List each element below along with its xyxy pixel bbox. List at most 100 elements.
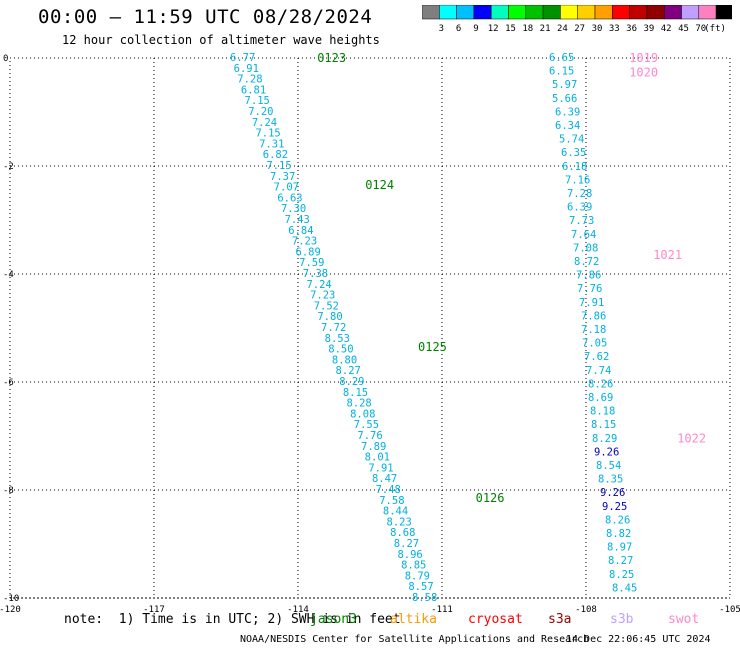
legend-s3b: s3b: [610, 612, 634, 627]
y-tick-label: -4: [3, 270, 14, 280]
colorbar-tick-label: 45: [678, 24, 689, 34]
x-tick-label: -105: [719, 605, 740, 615]
jason3-swh-value: 8.58: [412, 592, 437, 604]
plot-frame: [9, 57, 731, 599]
jason3-swh-value: 7.15: [266, 160, 291, 172]
jason3-swh-value: 8.23: [387, 516, 412, 528]
legend-s3a: s3a: [548, 612, 572, 627]
chart-title: 00:00 – 11:59 UTC 08/28/2024: [38, 6, 373, 28]
jason3-swh-value: 8.79: [405, 570, 430, 582]
jason3-swh-value: 7.15: [255, 128, 280, 140]
jason3-time-label: 0125: [418, 340, 447, 354]
y-tick-label: 0: [3, 54, 8, 64]
colorbar-tick-label: 3: [439, 24, 444, 34]
swot-time-label: 1019: [629, 51, 658, 65]
swot-swh-value: 8.25: [609, 569, 634, 581]
x-tick-label: -108: [575, 605, 597, 615]
jason3-swh-value: 8.08: [350, 408, 375, 420]
swot-swh-value: 7.64: [571, 229, 596, 241]
legend-cryosat: cryosat: [468, 612, 523, 627]
swot-swh-value: 6.18: [562, 161, 587, 173]
y-tick-label: -10: [3, 594, 19, 604]
jason3-swh-value: 7.76: [357, 430, 382, 442]
swot-swh-value: 6.34: [555, 120, 580, 132]
swot-swh-value: 7.76: [577, 283, 602, 295]
swot-swh-value: 7.62: [584, 351, 609, 363]
swot-swh-value: 6.39: [567, 202, 592, 214]
jason3-swh-value: 7.23: [310, 290, 335, 302]
colorbar-tick-label: 36: [626, 24, 637, 34]
swot-swh-value: 8.18: [590, 406, 615, 418]
footnote: note: 1) Time is in UTC; 2) SWH is in fe…: [64, 612, 401, 627]
chart-subtitle: 12 hour collection of altimeter wave hei…: [62, 33, 380, 47]
x-tick-label: -120: [0, 605, 21, 615]
swot-swh-value: 7.73: [569, 215, 594, 227]
jason3-swh-value: 7.58: [379, 495, 404, 507]
swot-swh-value: 8.27: [608, 555, 633, 567]
swot-swh-value: 7.16: [565, 174, 590, 186]
jason3-swh-value: 8.28: [346, 398, 371, 410]
jason3-swh-value: 6.77: [230, 52, 255, 64]
swot-time-label: 1022: [677, 432, 706, 446]
jason3-swh-value: 8.80: [332, 354, 357, 366]
jason3-swh-value: 7.38: [303, 268, 328, 280]
swot-swh-value: 8.97: [607, 542, 632, 554]
colorbar-tick-label: 6: [456, 24, 461, 34]
swot-swh-value: 7.74: [586, 365, 611, 377]
colorbar-tick-label: 70: [695, 24, 706, 34]
swot-swh-value: 9.26: [594, 446, 619, 458]
colorbar-tick-label: 21: [540, 24, 551, 34]
jason3-swh-value: 7.43: [285, 214, 310, 226]
swot-swh-value: 8.69: [588, 392, 613, 404]
swot-swh-value: 8.35: [598, 474, 623, 486]
swot-swh-value: 7.28: [567, 188, 592, 200]
jason3-swh-value: 8.15: [343, 387, 368, 399]
swot-swh-value: 8.15: [591, 419, 616, 431]
jason3-swh-value: 8.68: [390, 527, 415, 539]
swot-swh-value: 8.82: [606, 528, 631, 540]
swot-swh-value: 8.45: [612, 582, 637, 594]
jason3-swh-value: 8.44: [383, 506, 408, 518]
legend-swot: swot: [668, 612, 700, 627]
swot-swh-value: 5.66: [552, 93, 577, 105]
jason3-swh-value: 6.91: [234, 63, 259, 75]
jason3-swh-value: 7.28: [237, 74, 262, 86]
jason3-swh-value: 7.24: [252, 117, 277, 129]
colorbar-tick-label: 33: [609, 24, 620, 34]
jason3-swh-value: 8.27: [336, 365, 361, 377]
generated-timestamp: 14 Dec 22:06:45 UTC 2024: [566, 634, 711, 645]
jason3-swh-value: 7.24: [306, 279, 331, 291]
swot-swh-value: 8.26: [588, 378, 613, 390]
swot-swh-value: 6.39: [555, 106, 580, 118]
jason3-swh-value: 8.57: [408, 581, 433, 593]
jason3-swh-value: 7.30: [281, 203, 306, 215]
jason3-swh-value: 6.63: [277, 192, 302, 204]
colorbar-tick-label: 12: [488, 24, 499, 34]
colorbar-tick-label: 27: [574, 24, 585, 34]
swot-swh-value: 7.18: [581, 324, 606, 336]
jason3-swh-value: 7.72: [321, 322, 346, 334]
swot-swh-value: 6.15: [549, 66, 574, 78]
jason3-swh-value: 7.31: [259, 138, 284, 150]
swot-swh-value: 8.29: [592, 433, 617, 445]
swot-swh-value: 9.26: [600, 487, 625, 499]
swot-swh-value: 8.26: [605, 514, 630, 526]
jason3-swh-value: 8.50: [328, 344, 353, 356]
jason3-swh-value: 7.48: [376, 484, 401, 496]
x-tick-label: -117: [143, 605, 165, 615]
jason3-swh-value: 7.37: [270, 171, 295, 183]
colorbar-tick-label: 24: [557, 24, 568, 34]
swot-swh-value: 7.08: [573, 242, 598, 254]
jason3-swh-value: 7.55: [354, 419, 379, 431]
jason3-swh-value: 6.84: [288, 225, 313, 237]
swot-swh-value: 5.74: [559, 134, 584, 146]
colorbar-tick-label: 15: [505, 24, 516, 34]
legend-altika: altika: [390, 612, 437, 627]
jason3-swh-value: 7.91: [368, 462, 393, 474]
legend-jason3: jason3: [310, 612, 357, 627]
jason3-swh-value: 7.89: [361, 441, 386, 453]
jason3-swh-value: 6.82: [263, 149, 288, 161]
jason3-swh-value: 7.20: [248, 106, 273, 118]
swot-swh-value: 8.72: [574, 256, 599, 268]
